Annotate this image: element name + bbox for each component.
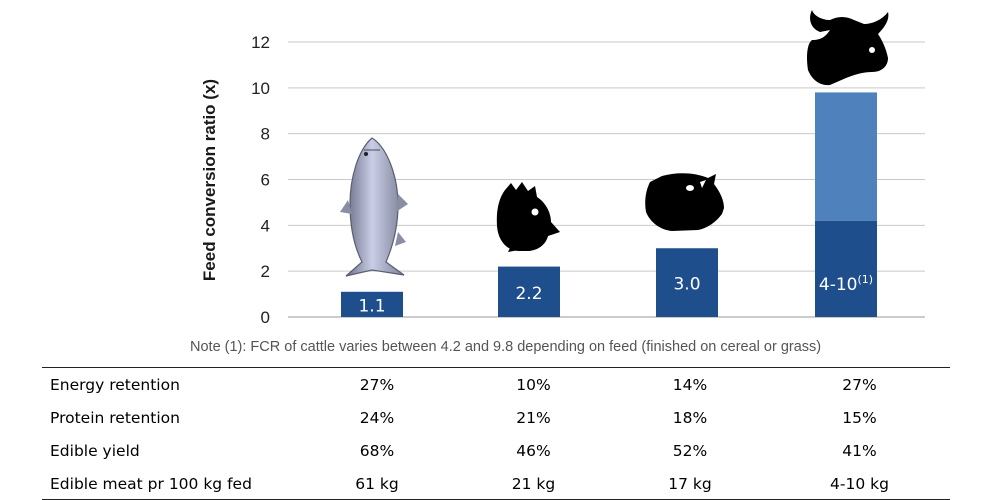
cell-salmon: 27% xyxy=(359,375,395,394)
row-label: Edible meat pr 100 kg fed xyxy=(50,474,252,493)
bar-data-label: 4-10(1) xyxy=(819,273,873,295)
cell-chicken: 21 kg xyxy=(511,474,556,493)
cell-cattle: 4-10 kg xyxy=(830,474,889,493)
bar xyxy=(656,248,718,317)
table-row: Edible yield 68% 46% 52% 41% xyxy=(42,434,950,467)
y-tick-label: 2 xyxy=(261,262,270,281)
bar xyxy=(498,266,560,317)
cell-pig: 52% xyxy=(672,441,708,460)
retention-table: Energy retention 27% 10% 14% 27% Protein… xyxy=(42,368,950,500)
cell-pig: 17 kg xyxy=(668,474,712,493)
salmon-icon xyxy=(340,137,408,277)
cell-salmon: 68% xyxy=(359,441,395,460)
cow-icon xyxy=(807,10,889,86)
y-axis-title-text: Feed conversion ratio (x) xyxy=(200,78,219,282)
table-row: Protein retention 24% 21% 18% 15% xyxy=(42,401,950,434)
bar-data-label: 1.1 xyxy=(358,296,385,316)
cell-cattle: 41% xyxy=(842,441,877,460)
bar-labels: 1.1 2.2 3.0 4-10(1) xyxy=(358,273,873,316)
pig-icon xyxy=(645,173,724,231)
bar xyxy=(815,220,877,317)
cell-salmon: 61 kg xyxy=(355,474,399,493)
cell-chicken: 10% xyxy=(516,375,551,394)
y-tick-label: 4 xyxy=(261,216,270,235)
table-row: Edible meat pr 100 kg fed 61 kg 21 kg 17… xyxy=(42,467,950,500)
cell-chicken: 46% xyxy=(516,441,551,460)
y-tick-label: 10 xyxy=(251,79,270,98)
y-axis-ticks: 0 2 4 6 8 10 12 xyxy=(251,33,270,327)
bar-data-label: 3.0 xyxy=(673,275,700,295)
bar-upper-segment xyxy=(815,92,877,221)
bar xyxy=(341,291,403,317)
cell-cattle: 27% xyxy=(842,375,877,394)
row-label: Edible yield xyxy=(50,441,140,460)
cell-cattle: 15% xyxy=(842,408,877,427)
cell-chicken: 21% xyxy=(516,408,551,427)
y-tick-label: 8 xyxy=(261,125,270,144)
row-label: Energy retention xyxy=(50,375,180,394)
bar-data-label: 2.2 xyxy=(515,284,542,304)
table-top-rule xyxy=(42,367,950,368)
cell-pig: 18% xyxy=(672,408,708,427)
row-label: Protein retention xyxy=(50,408,180,427)
y-tick-label: 6 xyxy=(261,171,270,190)
cell-pig: 14% xyxy=(672,375,708,394)
table-row: Energy retention 27% 10% 14% 27% xyxy=(42,368,950,401)
bar-chart: 0 2 4 6 8 10 12 1.1 2.2 3.0 4-10(1) xyxy=(251,10,925,327)
y-tick-label: 12 xyxy=(251,33,270,52)
bars xyxy=(341,92,877,317)
chicken-icon xyxy=(496,182,560,252)
y-tick-label: 0 xyxy=(261,308,270,327)
cell-salmon: 24% xyxy=(359,408,395,427)
footnote: Note (1): FCR of cattle varies between 4… xyxy=(190,339,822,355)
